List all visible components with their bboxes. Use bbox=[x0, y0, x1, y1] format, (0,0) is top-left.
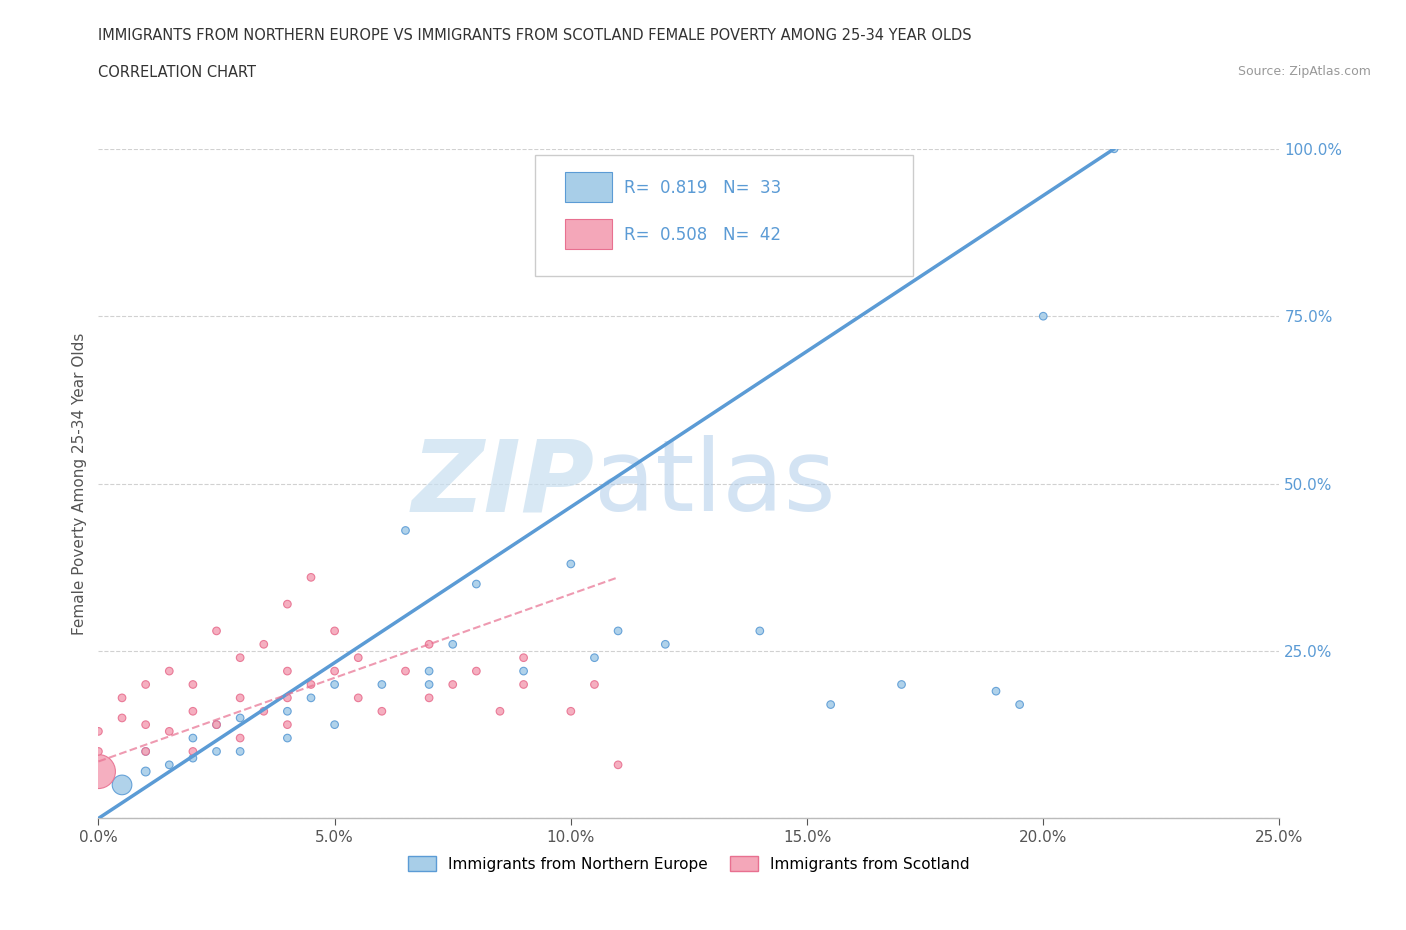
Point bbox=[229, 744, 252, 759]
Point bbox=[347, 690, 370, 705]
Point bbox=[441, 637, 464, 652]
Point bbox=[583, 677, 606, 692]
Point bbox=[583, 650, 606, 665]
Text: IMMIGRANTS FROM NORTHERN EUROPE VS IMMIGRANTS FROM SCOTLAND FEMALE POVERTY AMONG: IMMIGRANTS FROM NORTHERN EUROPE VS IMMIG… bbox=[98, 28, 972, 43]
Point bbox=[135, 717, 157, 732]
Point bbox=[276, 597, 298, 612]
Point bbox=[181, 744, 204, 759]
Point bbox=[276, 731, 298, 746]
Point bbox=[607, 623, 630, 638]
Point bbox=[229, 650, 252, 665]
Point bbox=[181, 731, 204, 746]
Point bbox=[560, 704, 582, 719]
Point bbox=[299, 570, 322, 585]
Point bbox=[205, 717, 228, 732]
Text: R=  0.819   N=  33: R= 0.819 N= 33 bbox=[624, 179, 782, 196]
Point bbox=[560, 556, 582, 571]
Point bbox=[465, 577, 488, 591]
Point bbox=[347, 650, 370, 665]
Point bbox=[607, 757, 630, 772]
Point bbox=[135, 744, 157, 759]
Point bbox=[323, 623, 346, 638]
Point bbox=[984, 684, 1007, 698]
Point bbox=[512, 650, 534, 665]
Point bbox=[323, 664, 346, 679]
Point bbox=[418, 677, 440, 692]
Point bbox=[135, 764, 157, 779]
Point bbox=[135, 744, 157, 759]
FancyBboxPatch shape bbox=[536, 155, 914, 276]
Point bbox=[394, 523, 416, 538]
Point bbox=[890, 677, 912, 692]
Point bbox=[418, 637, 440, 652]
Point bbox=[512, 664, 534, 679]
Point bbox=[1008, 698, 1031, 712]
Point bbox=[111, 690, 134, 705]
Text: atlas: atlas bbox=[595, 435, 837, 532]
Point bbox=[489, 704, 512, 719]
Point bbox=[323, 677, 346, 692]
Point bbox=[87, 744, 110, 759]
Text: Source: ZipAtlas.com: Source: ZipAtlas.com bbox=[1237, 65, 1371, 78]
Point bbox=[1032, 309, 1054, 324]
Point bbox=[157, 664, 180, 679]
Text: CORRELATION CHART: CORRELATION CHART bbox=[98, 65, 256, 80]
Point bbox=[157, 724, 180, 738]
Legend: Immigrants from Northern Europe, Immigrants from Scotland: Immigrants from Northern Europe, Immigra… bbox=[402, 849, 976, 878]
Point bbox=[87, 764, 110, 779]
Point bbox=[111, 711, 134, 725]
Point bbox=[253, 637, 276, 652]
Point bbox=[748, 623, 770, 638]
Point bbox=[299, 677, 322, 692]
Point bbox=[276, 664, 298, 679]
Point bbox=[205, 623, 228, 638]
Text: ZIP: ZIP bbox=[412, 435, 595, 532]
Point bbox=[371, 677, 394, 692]
Point bbox=[299, 690, 322, 705]
Text: R=  0.508   N=  42: R= 0.508 N= 42 bbox=[624, 225, 780, 244]
Point bbox=[205, 744, 228, 759]
Point bbox=[820, 698, 842, 712]
Point bbox=[205, 717, 228, 732]
Point bbox=[465, 664, 488, 679]
Point bbox=[229, 711, 252, 725]
Point bbox=[276, 704, 298, 719]
Point bbox=[654, 637, 676, 652]
FancyBboxPatch shape bbox=[565, 172, 612, 203]
Point bbox=[1102, 141, 1125, 156]
Point bbox=[418, 664, 440, 679]
Point bbox=[441, 677, 464, 692]
Point bbox=[229, 690, 252, 705]
Point bbox=[111, 777, 134, 792]
Point bbox=[135, 677, 157, 692]
Point bbox=[157, 757, 180, 772]
Point bbox=[181, 704, 204, 719]
FancyBboxPatch shape bbox=[565, 219, 612, 249]
Point bbox=[323, 717, 346, 732]
Point bbox=[418, 690, 440, 705]
Point bbox=[512, 677, 534, 692]
Point bbox=[87, 724, 110, 738]
Point bbox=[181, 751, 204, 765]
Point bbox=[229, 731, 252, 746]
Point bbox=[276, 690, 298, 705]
Point bbox=[253, 704, 276, 719]
Point bbox=[394, 664, 416, 679]
Point bbox=[276, 717, 298, 732]
Y-axis label: Female Poverty Among 25-34 Year Olds: Female Poverty Among 25-34 Year Olds bbox=[72, 332, 87, 635]
Point bbox=[371, 704, 394, 719]
Point bbox=[181, 677, 204, 692]
